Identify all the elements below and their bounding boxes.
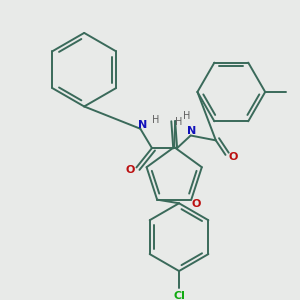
Text: H: H [176,117,183,127]
Text: N: N [138,120,147,130]
Text: N: N [187,126,196,136]
Text: H: H [152,115,160,125]
Text: Cl: Cl [173,291,185,300]
Text: O: O [126,165,135,176]
Text: O: O [229,152,238,162]
Text: H: H [183,111,190,121]
Text: O: O [191,199,201,208]
